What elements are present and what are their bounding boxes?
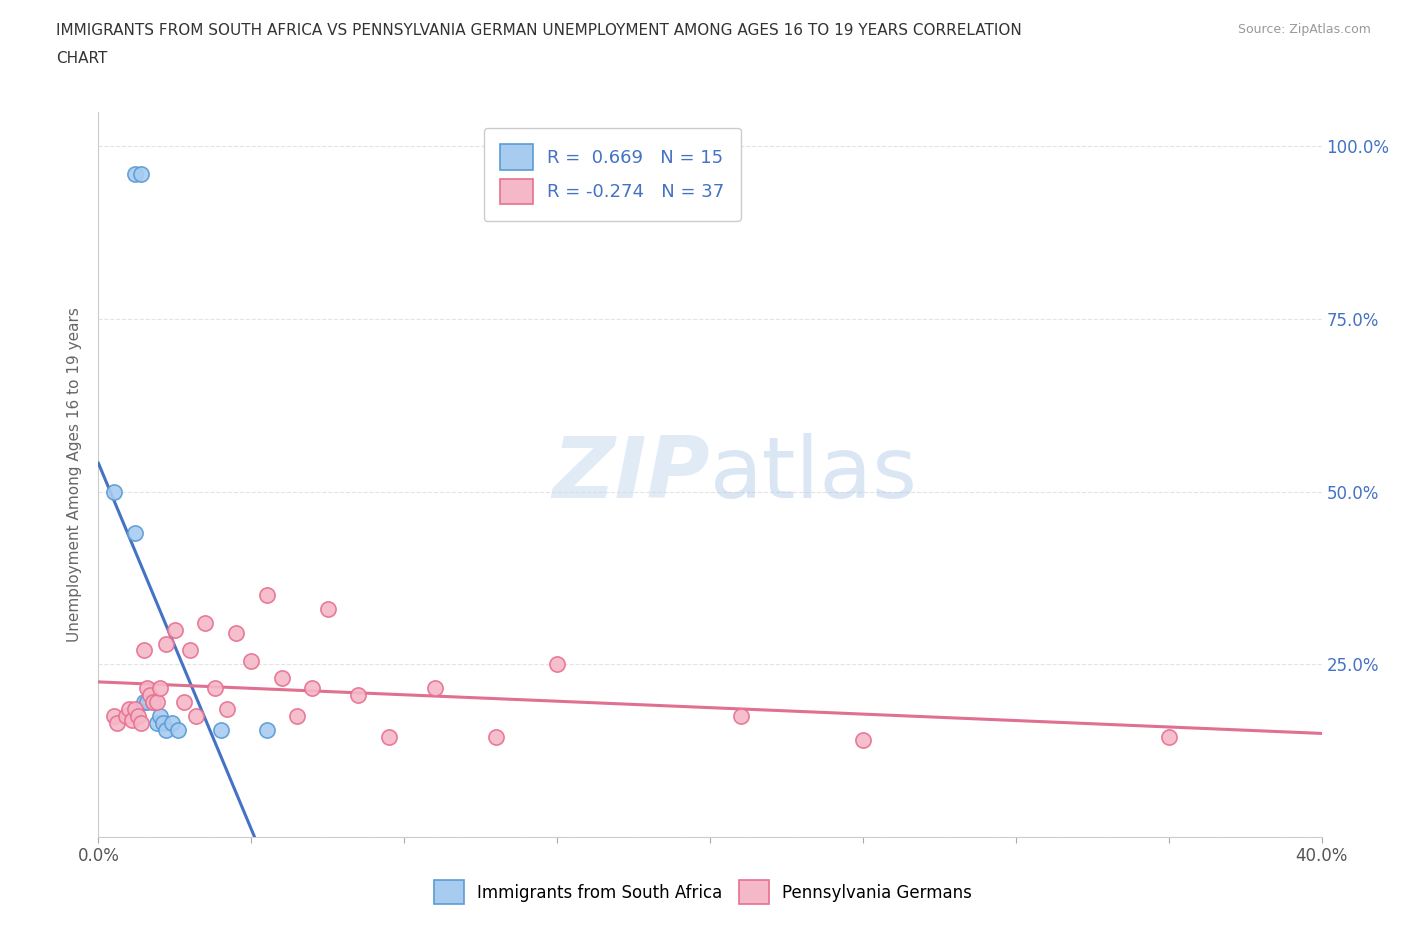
Point (124, 525, 146, 540)
Point (730, 709, 752, 724)
Text: atlas: atlas (710, 432, 918, 516)
Point (204, 681, 226, 696)
Point (115, 709, 138, 724)
Point (145, 715, 167, 730)
Point (129, 715, 152, 730)
Point (139, 688, 162, 703)
Point (163, 622, 186, 637)
Point (118, 702, 141, 717)
Point (423, 681, 446, 696)
Point (240, 654, 263, 669)
Text: ZIP: ZIP (553, 432, 710, 516)
Point (149, 681, 172, 696)
Point (378, 729, 401, 744)
Point (124, 166, 146, 181)
Point (1157, 729, 1180, 744)
Point (142, 695, 165, 710)
Point (186, 709, 208, 724)
Point (209, 723, 232, 737)
Legend: Immigrants from South Africa, Pennsylvania Germans: Immigrants from South Africa, Pennsylvan… (426, 872, 980, 912)
Y-axis label: Unemployment Among Ages 16 to 19 years: Unemployment Among Ages 16 to 19 years (67, 307, 83, 642)
Point (145, 695, 167, 710)
Point (155, 636, 177, 651)
Point (852, 733, 875, 748)
Point (173, 695, 195, 710)
Point (155, 723, 177, 737)
Point (136, 681, 159, 696)
Text: CHART: CHART (56, 51, 108, 66)
Point (134, 643, 156, 658)
Point (103, 709, 125, 724)
Point (121, 712, 143, 727)
Point (142, 695, 165, 710)
Point (256, 588, 278, 603)
Legend: R =  0.669   N = 15, R = -0.274   N = 37: R = 0.669 N = 15, R = -0.274 N = 37 (484, 128, 741, 220)
Point (127, 709, 149, 724)
Point (136, 695, 159, 710)
Text: IMMIGRANTS FROM SOUTH AFRICA VS PENNSYLVANIA GERMAN UNEMPLOYMENT AMONG AGES 16 T: IMMIGRANTS FROM SOUTH AFRICA VS PENNSYLV… (56, 23, 1022, 38)
Point (103, 485, 125, 499)
Point (167, 723, 190, 737)
Point (347, 688, 370, 703)
Point (485, 729, 508, 744)
Point (194, 616, 217, 631)
Point (134, 695, 156, 710)
Point (256, 723, 278, 737)
Point (316, 602, 339, 617)
Point (301, 681, 323, 696)
Point (160, 715, 183, 730)
Point (105, 715, 128, 730)
Point (285, 709, 308, 724)
Point (152, 715, 174, 730)
Text: Source: ZipAtlas.com: Source: ZipAtlas.com (1237, 23, 1371, 36)
Point (124, 702, 146, 717)
Point (179, 643, 201, 658)
Point (270, 671, 292, 685)
Point (546, 657, 568, 671)
Point (129, 166, 152, 181)
Point (215, 702, 238, 717)
Point (149, 709, 172, 724)
Point (225, 626, 247, 641)
